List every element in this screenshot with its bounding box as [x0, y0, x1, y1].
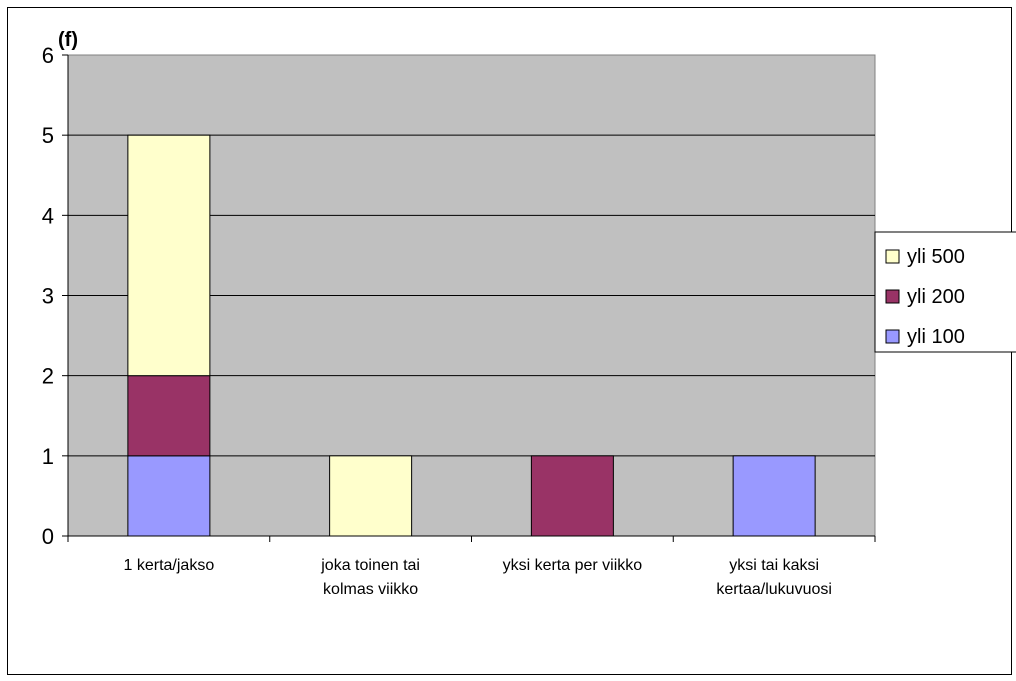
bar-segment — [127, 134, 211, 377]
legend-swatch — [885, 289, 900, 304]
x-tick-label: yksi kerta per viikko — [503, 557, 643, 574]
bar-segment — [127, 455, 211, 537]
bar-segment — [530, 455, 614, 537]
legend-swatch — [885, 249, 900, 264]
bar-segment — [127, 375, 211, 457]
legend-label: yli 100 — [907, 326, 965, 348]
y-tick-label: 1 — [42, 444, 54, 469]
y-tick-label: 3 — [42, 284, 54, 309]
x-tick-label: joka toinen tai — [320, 557, 420, 574]
x-tick-label: kertaa/lukuvuosi — [716, 581, 832, 598]
bar-segment — [732, 455, 816, 537]
y-tick-label: 0 — [42, 524, 54, 549]
x-tick-label: kolmas viikko — [323, 581, 418, 598]
y-tick-label: 2 — [42, 364, 54, 389]
legend-label: yli 200 — [907, 286, 965, 308]
legend-swatch — [885, 329, 900, 344]
x-tick-label: 1 kerta/jakso — [124, 557, 215, 574]
y-tick-label: 5 — [42, 123, 54, 148]
x-tick-label: yksi tai kaksi — [729, 557, 819, 574]
y-tick-label: 6 — [42, 43, 54, 68]
y-axis-label: (f) — [58, 29, 78, 51]
bar-segment — [329, 455, 413, 537]
y-tick-label: 4 — [42, 203, 54, 228]
legend-label: yli 500 — [907, 246, 965, 268]
